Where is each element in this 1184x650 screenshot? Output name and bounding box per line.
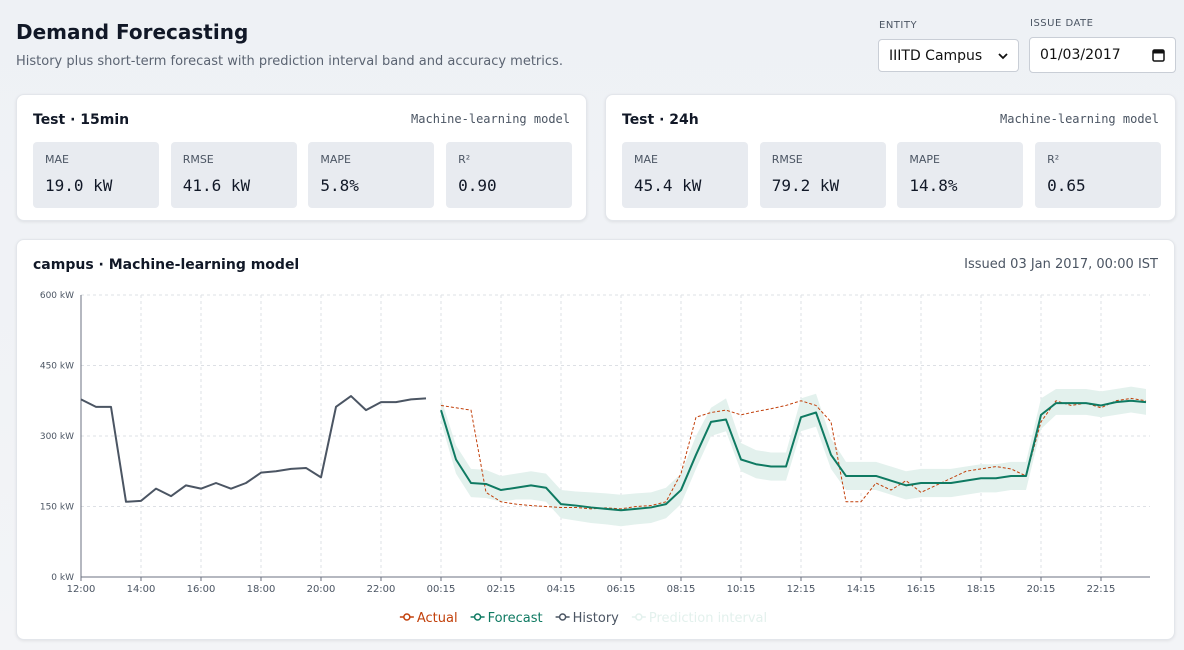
chart-card-title: campus · Machine-learning model <box>33 257 300 273</box>
metric-value: 14.8% <box>909 176 958 195</box>
metric-tile: MAPE 5.8% <box>308 142 435 208</box>
series-line <box>80 395 427 503</box>
metric-tile: RMSE 41.6 kW <box>170 142 297 208</box>
metric-name: RMSE <box>771 153 803 166</box>
metric-tile: RMSE 79.2 kW <box>759 142 886 208</box>
metric-name: MAE <box>634 153 658 166</box>
issue-date-value: 01/03/2017 <box>1040 47 1121 63</box>
metric-tile: R² 0.65 <box>1035 142 1162 208</box>
metric-card-title: Test · 24h <box>622 112 699 128</box>
metric-value: 0.65 <box>1047 176 1086 195</box>
x-tick-label: 20:15 <box>1027 584 1056 595</box>
entity-label: ENTITY <box>879 20 918 31</box>
x-tick-label: 14:15 <box>847 584 876 595</box>
x-tick-label: 14:00 <box>127 584 156 595</box>
x-tick-label: 10:15 <box>727 584 756 595</box>
x-tick-label: 22:15 <box>1087 584 1116 595</box>
issue-date-input[interactable]: 01/03/2017 <box>1029 37 1176 73</box>
y-tick-label: 0 kW <box>51 573 74 583</box>
chart-card: campus · Machine-learning model Issued 0… <box>16 239 1175 640</box>
metric-name: R² <box>1047 153 1060 166</box>
x-tick-label: 12:15 <box>787 584 816 595</box>
metric-value: 5.8% <box>320 176 359 195</box>
metric-tile: MAE 19.0 kW <box>33 142 159 208</box>
metric-card-model: Machine-learning model <box>411 112 570 126</box>
x-tick-label: 16:15 <box>907 584 936 595</box>
chart-issued: Issued 03 Jan 2017, 00:00 IST <box>964 257 1158 272</box>
prediction-band <box>441 386 1146 527</box>
y-tick-label: 600 kW <box>40 291 74 301</box>
metric-name: MAPE <box>909 153 940 166</box>
legend-swatch <box>473 613 482 621</box>
x-tick-label: 22:00 <box>367 584 396 595</box>
legend-swatch <box>403 613 411 621</box>
issue-date-label: ISSUE DATE <box>1030 18 1094 29</box>
chevron-icon <box>998 52 1008 59</box>
y-tick-label: 300 kW <box>40 432 74 442</box>
metric-tile: MAE 45.4 kW <box>622 142 748 208</box>
x-tick-label: 16:00 <box>187 584 216 595</box>
x-tick-label: 20:00 <box>307 584 336 595</box>
metric-card: Test · 24h Machine-learning model MAE 45.4 … <box>605 94 1176 221</box>
calendar-icon <box>1152 49 1165 62</box>
x-tick-label: 18:00 <box>247 584 276 595</box>
page-subtitle: History plus short-term forecast with pr… <box>16 54 563 69</box>
y-tick-label: 150 kW <box>40 503 74 513</box>
metric-value: 19.0 kW <box>45 176 113 195</box>
entity-select[interactable]: IIITD Campus <box>878 39 1019 72</box>
metric-tile: R² 0.90 <box>446 142 573 208</box>
x-tick-label: 18:15 <box>967 584 996 595</box>
metric-value: 41.6 kW <box>182 176 251 195</box>
y-tick-label: 450 kW <box>40 362 74 372</box>
series-line <box>440 399 1147 512</box>
x-tick-label: 06:15 <box>607 584 636 595</box>
x-tick-label: 04:15 <box>547 584 576 595</box>
page-title: Demand Forecasting <box>16 20 249 44</box>
metric-name: R² <box>458 153 471 166</box>
metric-card: Test · 15min Machine-learning model MAE 19.… <box>16 94 587 221</box>
legend-label: History <box>573 611 620 626</box>
metric-name: MAE <box>45 153 69 166</box>
x-tick-label: 08:15 <box>667 584 696 595</box>
metric-card-title: Test · 15min <box>33 112 130 128</box>
metric-name: RMSE <box>182 153 214 166</box>
metric-value: 45.4 kW <box>634 176 702 195</box>
metric-value: 79.2 kW <box>771 176 840 195</box>
x-tick-label: 02:15 <box>487 584 516 595</box>
legend-swatch <box>558 613 567 621</box>
legend-swatch <box>635 613 643 621</box>
metric-value: 0.90 <box>458 176 497 195</box>
metric-name: MAPE <box>320 153 351 166</box>
entity-value: IIITD Campus <box>889 47 983 64</box>
x-tick-label: 12:00 <box>67 584 96 595</box>
metric-card-model: Machine-learning model <box>1000 112 1159 126</box>
legend-label: Forecast <box>488 611 543 626</box>
legend-label: Actual <box>417 611 458 626</box>
metric-tile: MAPE 14.8% <box>897 142 1024 208</box>
legend-label: Prediction interval <box>649 611 767 626</box>
x-tick-label: 00:15 <box>427 584 456 595</box>
